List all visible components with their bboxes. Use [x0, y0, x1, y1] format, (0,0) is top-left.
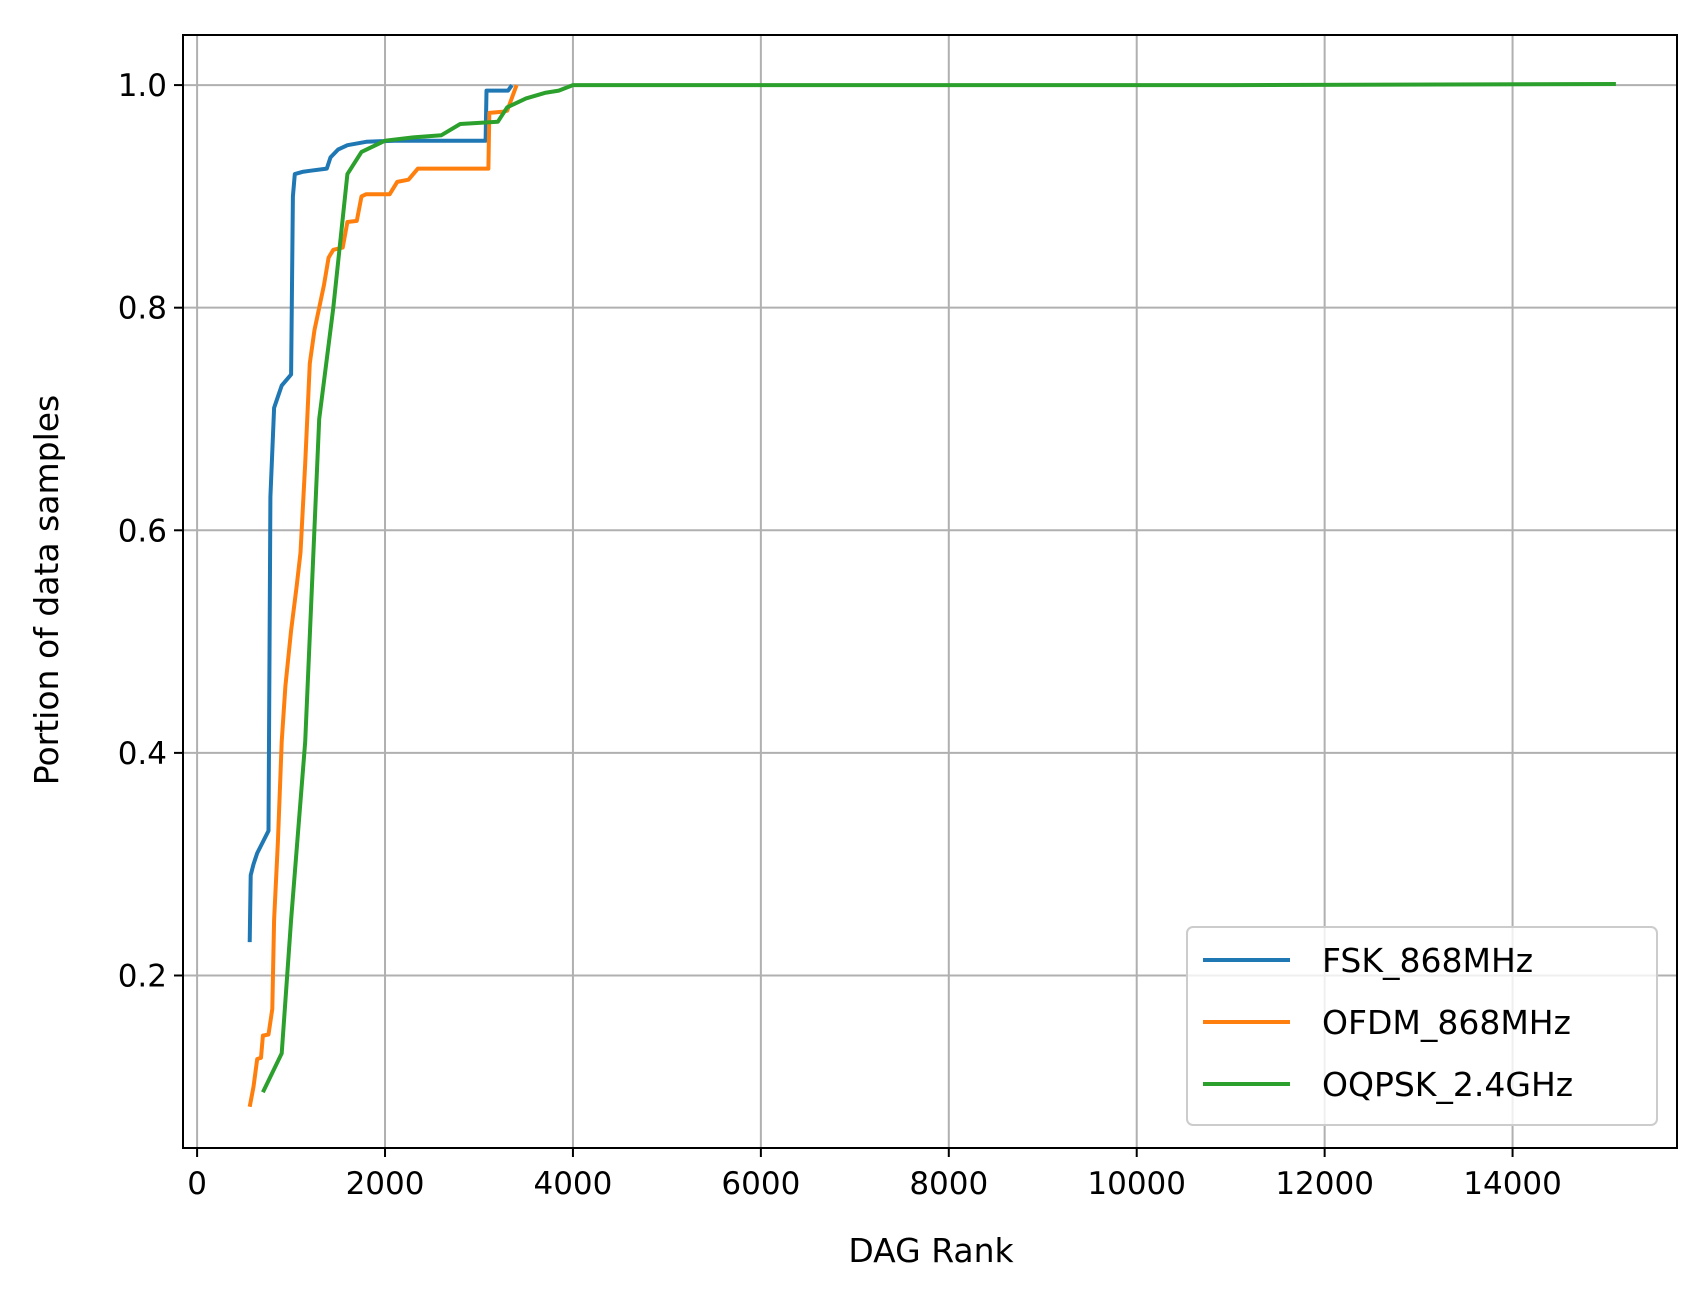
legend-box [1186, 926, 1658, 1126]
x-tick-label: 0 [187, 1166, 207, 1202]
y-tick-label: 1.0 [118, 68, 167, 104]
x-tick-label: 6000 [721, 1166, 800, 1202]
y-tick-label: 0.2 [118, 958, 167, 994]
grid [183, 35, 1677, 1148]
x-tick-label: 10000 [1087, 1166, 1186, 1202]
legend-label: FSK_868MHz [1322, 941, 1533, 980]
legend-entry-fsk: FSK_868MHz [1203, 941, 1533, 980]
x-tick-label: 14000 [1463, 1166, 1562, 1202]
x-tick-label: 12000 [1275, 1166, 1374, 1202]
y-axis-label: Portion of data samples [27, 395, 66, 785]
plot-frame [182, 34, 1678, 1149]
x-axis-label: DAG Rank [848, 1231, 1014, 1270]
legend-entry-ofdm: OFDM_868MHz [1203, 1003, 1571, 1042]
y-tick-label: 0.6 [118, 513, 167, 549]
y-axis-ticks: 0.2 0.4 0.6 0.8 1.0 [118, 68, 183, 994]
legend: FSK_868MHz OFDM_868MHz OQPSK_2.4GHz [1186, 926, 1658, 1126]
series-line-oqpsk-2-4ghz [261, 82, 1616, 1094]
y-tick-label: 0.8 [118, 291, 167, 327]
series-layer [247, 82, 1616, 1108]
legend-entry-oqpsk: OQPSK_2.4GHz [1203, 1065, 1573, 1104]
legend-label: OQPSK_2.4GHz [1322, 1065, 1573, 1104]
x-tick-label: 8000 [909, 1166, 988, 1202]
y-tick-label: 0.4 [118, 736, 167, 772]
x-axis-ticks: 0 2000 4000 6000 8000 10000 12000 14000 [187, 1148, 1562, 1202]
series-line-ofdm-868mhz [247, 84, 519, 1108]
x-tick-label: 4000 [533, 1166, 612, 1202]
x-tick-label: 2000 [346, 1166, 425, 1202]
legend-label: OFDM_868MHz [1322, 1003, 1571, 1042]
